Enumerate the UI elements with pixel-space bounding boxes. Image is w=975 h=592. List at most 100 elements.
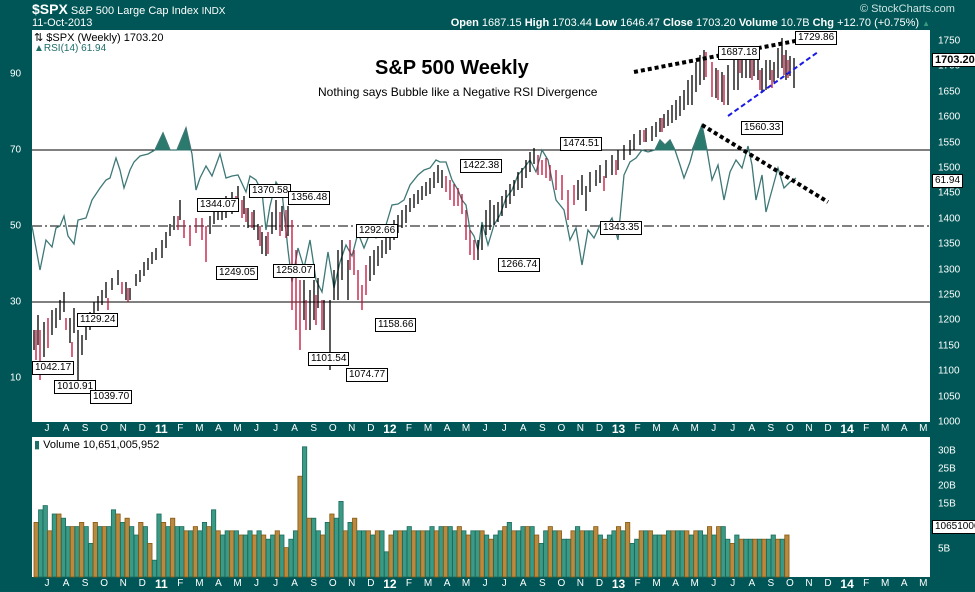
month-label: M [690, 578, 699, 589]
axis-tick-label: 1200 [938, 314, 961, 326]
axis-tick-label: 25B [938, 463, 956, 474]
price-label-tag: 1249.05 [216, 266, 259, 280]
month-label: A [748, 423, 756, 434]
month-label: N [348, 423, 356, 434]
symbol: $SPX [32, 1, 68, 17]
month-label: A [900, 423, 908, 434]
axis-tick-label: 1600 [938, 111, 961, 123]
area-chart-icon: ▲ [34, 43, 44, 54]
volume-label: Volume [738, 17, 778, 29]
price-label-tag: 1074.77 [346, 368, 389, 382]
month-label: M [652, 423, 661, 434]
month-label: A [215, 423, 222, 434]
month-label: M [881, 423, 890, 434]
month-label: D [595, 423, 604, 434]
chg-label: Chg [812, 17, 834, 29]
month-label: M [195, 578, 204, 589]
price-label-tag: 1292.66 [356, 224, 399, 238]
up-arrow-icon: ▲ [922, 19, 930, 28]
month-label: M [881, 578, 890, 589]
chg-value: +12.70 (+0.75%) [837, 17, 920, 29]
axis-tick-label: 1550 [938, 137, 961, 149]
volume-legend: ▮ Volume 10,651,005,952 [34, 438, 159, 451]
high-label: High [524, 17, 550, 29]
month-label: 14 [840, 422, 854, 436]
high-value: 1703.44 [552, 17, 592, 29]
bar-chart-icon: ▮ [34, 439, 41, 451]
price-label-tag: 1039.70 [90, 390, 133, 404]
price-legend-text: $SPX (Weekly) 1703.20 [46, 32, 164, 44]
price-label-tag: 1266.74 [498, 258, 541, 272]
low-label: Low [595, 17, 618, 29]
month-label: D [367, 423, 375, 434]
axis-tick-label: 1100 [938, 365, 960, 377]
axis-tick-label: 90 [10, 68, 22, 80]
month-label: S [310, 578, 318, 589]
chart-subtitle: Nothing says Bubble like a Negative RSI … [318, 85, 598, 99]
month-label: A [443, 578, 451, 589]
price-label-tag: 1129.24 [77, 313, 119, 327]
month-label: F [405, 423, 412, 434]
current-price-tag: 1703.20 [932, 53, 975, 67]
month-label: M [919, 423, 928, 434]
month-label: J [730, 578, 736, 589]
month-label: A [215, 578, 222, 589]
month-label: S [310, 423, 318, 434]
axis-tick-label: 1250 [938, 289, 961, 301]
month-label: S [538, 578, 546, 589]
month-label: A [291, 423, 298, 434]
month-label: J [44, 578, 50, 589]
month-label: S [81, 578, 89, 589]
month-axis-top: J A S O N D 11 F M A M J J A S O N D 12 F M A M J J A S O N D 13 F M A M J J… [32, 422, 930, 437]
close-label: Close [662, 17, 693, 29]
month-label: O [786, 578, 794, 589]
price-label-tag: 1474.51 [560, 137, 603, 151]
month-label: F [177, 578, 184, 589]
current-volume-tag: 10651006 [932, 520, 975, 534]
month-label: N [576, 578, 585, 589]
month-label: M [461, 578, 471, 589]
axis-tick-label: 10 [10, 372, 22, 384]
month-label: J [501, 423, 507, 434]
open-label: Open [450, 17, 479, 29]
month-label: M [423, 423, 433, 434]
month-label: A [291, 578, 298, 589]
month-label: M [233, 578, 242, 589]
month-label: S [767, 578, 775, 589]
axis-tick-label: 1150 [938, 340, 960, 352]
chart-title: S&P 500 Weekly [375, 57, 529, 79]
month-label: J [273, 423, 279, 434]
month-label: J [711, 423, 717, 434]
month-label: D [367, 578, 375, 589]
axis-tick-label: 30B [938, 445, 956, 457]
month-label: F [863, 423, 870, 434]
month-label: N [805, 423, 813, 434]
month-label: A [519, 423, 527, 434]
month-label: A [672, 578, 679, 589]
axis-tick-label: 15B [938, 498, 956, 509]
month-label: O [328, 578, 337, 589]
price-label-tag: 1422.38 [460, 159, 503, 173]
month-label: 12 [383, 577, 397, 591]
month-label: A [519, 578, 527, 589]
axis-tick-label: 1350 [938, 238, 961, 250]
month-label: A [672, 423, 679, 434]
month-axis-bottom: J A S O N D 11 F M A M J J A S O N D 12 F M A M J J A S O N D 13 F M A M J J… [32, 577, 930, 592]
month-label: N [805, 578, 813, 589]
volume-legend-text: Volume 10,651,005,952 [43, 439, 160, 451]
price-label-tag: 1158.66 [375, 318, 417, 332]
month-label: O [100, 423, 109, 434]
month-label: F [405, 578, 412, 589]
axis-tick-label: 5B [938, 543, 951, 555]
month-label: M [652, 578, 661, 589]
month-label: O [786, 423, 794, 434]
month-label: D [138, 423, 146, 434]
axis-tick-label: 1650 [938, 86, 961, 98]
axis-tick-label: 1750 [938, 35, 961, 47]
price-legend: ⇅ $SPX (Weekly) 1703.20 [34, 31, 163, 44]
month-label: J [730, 423, 736, 434]
month-label: A [62, 423, 70, 434]
month-label: J [711, 578, 717, 589]
month-label: J [482, 423, 488, 434]
